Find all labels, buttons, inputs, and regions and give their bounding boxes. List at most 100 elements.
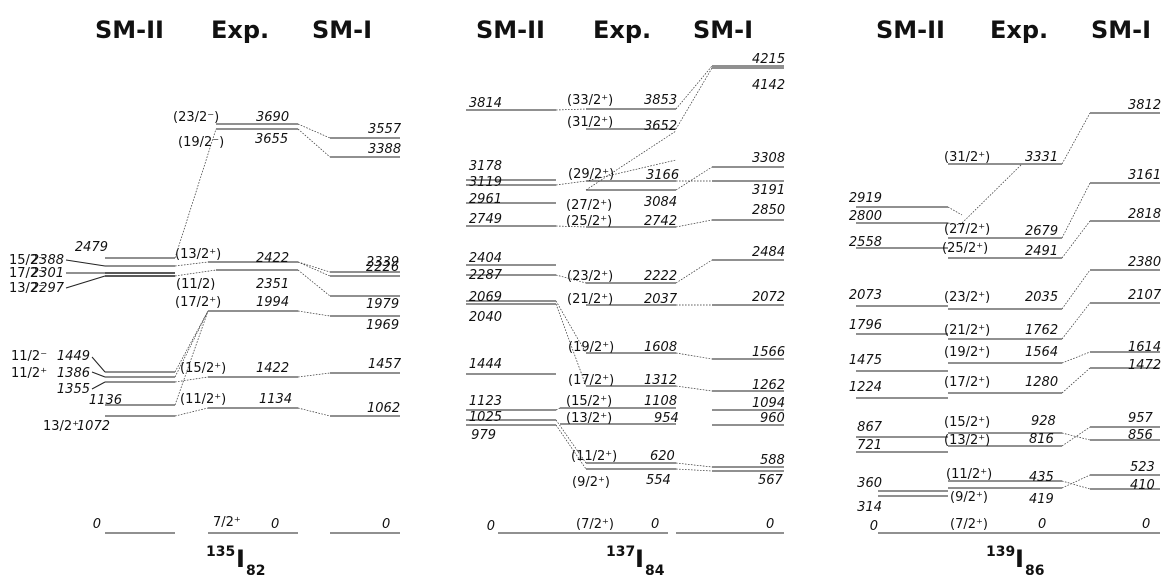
connector-line: [675, 352, 713, 360]
level-energy: 2226: [366, 260, 399, 275]
connector-line: [174, 128, 217, 259]
sm-ii-spins: 13/2⁺ 11/2⁺ 11/2⁻ 13/2⁻ 17/2⁻ 15/2⁻: [9, 253, 79, 434]
level-energy: 2479: [75, 240, 108, 255]
level-spin: (17/2⁺): [175, 295, 221, 310]
level-energy: 2035: [1025, 290, 1058, 305]
exp-levels: [948, 163, 1062, 534]
level-energy: 3690: [256, 110, 289, 125]
nucleus-label-139i: 139 I 86: [986, 544, 1044, 576]
level-energy: 721: [857, 438, 882, 453]
level-energy: 1566: [752, 345, 785, 360]
header-sm-ii: SM-II: [476, 16, 545, 44]
level-energy: 2850: [752, 203, 785, 218]
level-spin: (7/2⁺): [950, 517, 988, 532]
level-energy: 435: [1029, 470, 1054, 485]
level-energy: 1025: [469, 410, 502, 425]
level-energy: 2404: [469, 251, 502, 266]
level-energy: 1608: [644, 340, 677, 355]
level-energy: 0: [93, 517, 101, 532]
level-energy: 2679: [1025, 224, 1058, 239]
level-energy: 3191: [752, 183, 785, 198]
sm-ii-energies: 0 979 1025 1123 1444 2040 2069 2287 2404…: [469, 96, 503, 534]
level-spin: (25/2⁺): [566, 214, 612, 229]
connector-line: [675, 67, 713, 130]
level-energy: 2800: [849, 209, 882, 224]
level-energy: 567: [758, 473, 784, 488]
level-energy: 2287: [469, 268, 503, 283]
connector-line: [1061, 220, 1091, 259]
correspondence-lines: [555, 65, 713, 472]
level-energy: 957: [1128, 411, 1154, 426]
connector-line: [297, 372, 331, 378]
neutron-number: 86: [1025, 563, 1044, 576]
header-sm-ii: SM-II: [876, 16, 945, 44]
sm-ii-levels: [856, 206, 948, 534]
connector-line: [1061, 269, 1091, 310]
level-energy: 2069: [469, 290, 502, 305]
level-energy: 3557: [368, 122, 402, 137]
level-energy: 1262: [752, 378, 785, 393]
level-energy: 1444: [469, 357, 502, 372]
connector-line: [585, 159, 677, 182]
exp-energies: 0 1134 1422 1994 2351 2422 3655 3690: [255, 110, 292, 532]
label-connector: [91, 381, 106, 390]
sm-ii-energies: 0 314 360 721 867 1224 1475 1796 2073 25…: [849, 191, 883, 534]
exp-spins: (7/2⁺) (9/2⁺) (11/2⁺) (13/2⁺) (15/2⁺) (1…: [566, 93, 617, 532]
level-energy: 1472: [1128, 358, 1161, 373]
label-connector: [65, 275, 106, 289]
level-energy: 2491: [1025, 244, 1058, 259]
connector-line: [947, 222, 961, 226]
level-energy: 588: [760, 453, 785, 468]
level-energy: 2339: [366, 255, 399, 270]
level-energy: 867: [857, 420, 883, 435]
level-spin: (23/2⁺): [944, 290, 990, 305]
level-energy: 2422: [256, 251, 289, 266]
nucleus-label-135i: 135 I 82: [206, 544, 265, 576]
level-energy: 2297: [31, 281, 65, 296]
connector-line: [297, 269, 331, 297]
level-energy: 620: [650, 449, 675, 464]
connector-line: [675, 468, 713, 472]
level-spin: (19/2⁺): [568, 340, 614, 355]
correspondence-lines: [947, 112, 1091, 490]
level-energy: 1994: [256, 295, 289, 310]
level-energy: 954: [654, 411, 679, 426]
level-energy: 4215: [752, 52, 785, 67]
level-energy: 2961: [469, 192, 502, 207]
level-energy: 0: [487, 519, 495, 534]
panel-137i: SM-II Exp. SM-I 0 979 1025 1123 1444: [466, 16, 785, 576]
exp-spins: 7/2⁺ (11/2⁺) (15/2⁺) (17/2⁺) (11/2) (13/…: [173, 110, 241, 530]
level-energy: 2351: [256, 277, 289, 292]
level-spin: (23/2⁻): [173, 110, 219, 125]
connector-line: [1061, 474, 1091, 489]
header-sm-i: SM-I: [312, 16, 372, 44]
header-sm-i: SM-I: [693, 16, 753, 44]
level-energy: 2107: [1128, 288, 1162, 303]
connector-line: [675, 462, 713, 468]
connector-line: [1061, 302, 1091, 340]
level-energy: 1094: [752, 396, 785, 411]
mass-number: 137: [606, 544, 635, 560]
level-spin: (17/2⁺): [944, 375, 990, 390]
mass-number: 139: [986, 544, 1015, 560]
connector-line: [174, 310, 209, 406]
level-spin: (13/2⁺): [944, 433, 990, 448]
connector-line: [555, 108, 587, 111]
level-spin: (11/2⁺): [571, 449, 617, 464]
level-spin: (27/2⁺): [566, 198, 612, 213]
connector-line: [174, 310, 209, 373]
connector-line: [1061, 432, 1091, 441]
connector-line: [1061, 351, 1091, 364]
connector-line: [174, 376, 209, 383]
header-sm-i: SM-I: [1091, 16, 1151, 44]
level-spin: (27/2⁺): [944, 222, 990, 237]
connector-line: [675, 385, 713, 392]
sm-ii-label-ticks: [65, 259, 106, 390]
connector-line: [1061, 367, 1091, 394]
neutron-number: 82: [246, 563, 265, 576]
level-spin: 7/2⁺: [213, 515, 241, 530]
mass-number: 135: [206, 544, 235, 560]
level-energy: 1062: [367, 401, 400, 416]
level-energy: 2388: [31, 253, 64, 268]
connector-line: [555, 274, 587, 284]
